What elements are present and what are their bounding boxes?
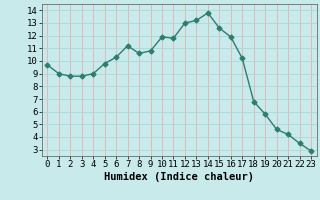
X-axis label: Humidex (Indice chaleur): Humidex (Indice chaleur) <box>104 172 254 182</box>
